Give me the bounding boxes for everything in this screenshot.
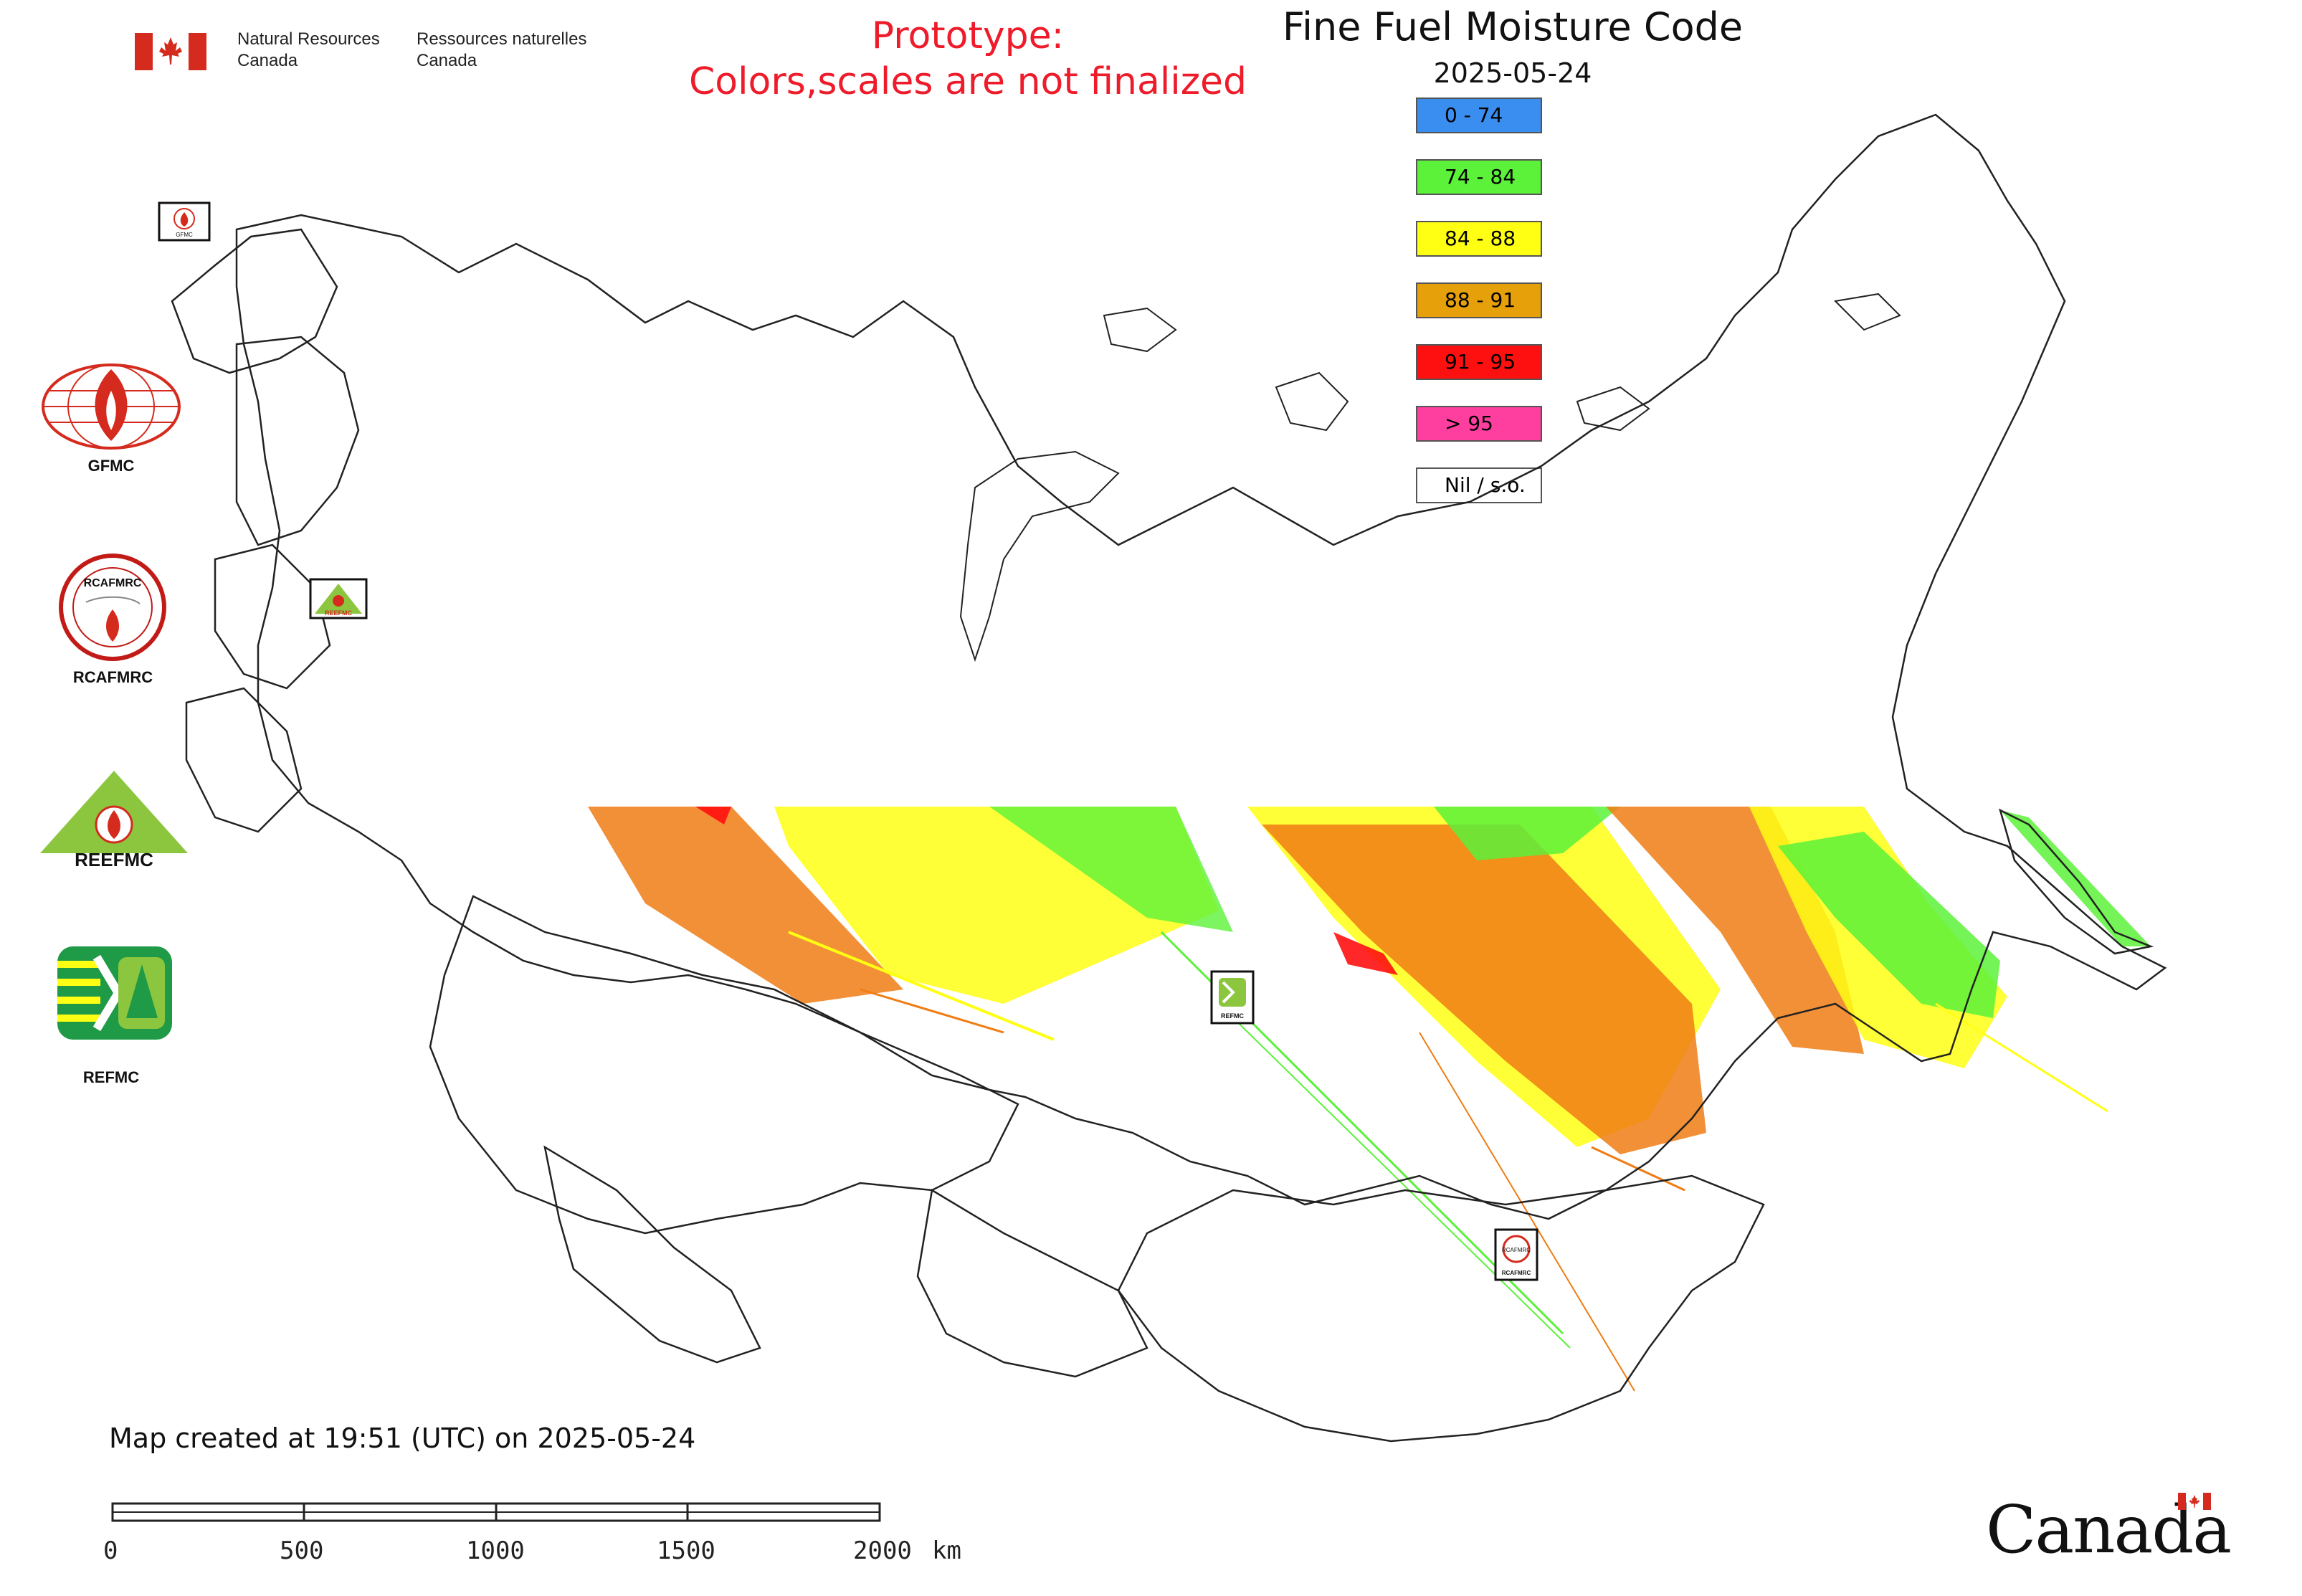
canada-wordmark: Canada: [1986, 1491, 2232, 1570]
agency-en-line1: Natural Resources: [237, 29, 380, 49]
raster-band-central-green: [1434, 807, 1620, 860]
raster-band-central-orange: [1262, 825, 1706, 1154]
legend-label: 91 - 95: [1445, 350, 1516, 374]
agency-name-fr: Ressources naturelles Canada: [417, 29, 603, 72]
scale-tick-1500: 1500: [657, 1536, 715, 1565]
russia-outline: [235, 113, 2167, 1220]
map-created-note: Map created at 19:51 (UTC) on 2025-05-24: [109, 1422, 696, 1454]
agency-name-en: Natural Resources Canada: [237, 29, 402, 72]
scale-unit: km: [932, 1536, 961, 1565]
legend-item-over-95: > 95: [1416, 406, 1542, 442]
marker-rcafmrc-badge: RCAFMRC: [1502, 1247, 1531, 1253]
rcafmrc-logo-icon: RCAFMRC: [59, 554, 166, 661]
raster-band-east-green: [1778, 832, 2000, 1018]
canada-flag-icon: [135, 33, 206, 70]
scale-tick-2000: 2000: [853, 1536, 912, 1565]
marker-rcafmrc-label: RCAFMRC: [1502, 1270, 1531, 1276]
legend-label: 88 - 91: [1445, 288, 1516, 312]
marker-rcafmrc: RCAFMRC RCAFMRC: [1494, 1228, 1538, 1281]
marker-reefmc: REEFMC: [309, 578, 368, 619]
raster-band-red-spot-west: [695, 807, 731, 825]
reefmc-logo-text: REEFMC: [75, 849, 153, 868]
rcafmrc-logo-label: RCAFMRC: [72, 668, 153, 686]
legend-label: 0 - 74: [1445, 103, 1503, 127]
refmc-logo-label: REFMC: [82, 1068, 140, 1086]
nrcan-signature: Natural Resources Canada Ressources natu…: [135, 29, 622, 79]
country-boundaries: [171, 113, 2167, 1443]
scale-tick-0: 0: [103, 1536, 118, 1565]
gfmc-logo-icon: [42, 364, 181, 450]
prototype-line2: Colors,scales are not finalized: [688, 60, 1247, 103]
marker-gfmc: GFMC: [158, 201, 211, 242]
reefmc-logo-icon: REEFMC: [40, 771, 188, 868]
refmc-logo-icon: [57, 946, 172, 1040]
legend-item-84-88: 84 - 88: [1416, 221, 1542, 257]
marker-refmc-label: REFMC: [1221, 1012, 1244, 1020]
agency-fr-line2: Canada: [417, 51, 477, 70]
scale-bar: 0 500 1000 1500 2000 km: [103, 1502, 968, 1567]
europe-countries: [185, 336, 360, 833]
prototype-notice: Prototype: Colors,scales are not finaliz…: [667, 13, 1269, 105]
marker-reefmc-label: REEFMC: [325, 609, 353, 617]
legend-label: Nil / s.o.: [1445, 473, 1526, 497]
agency-en-line2: Canada: [237, 51, 298, 70]
canada-wordmark-flag-icon: [2178, 1493, 2211, 1510]
gfmc-logo-label: GFMC: [87, 457, 135, 475]
legend-item-0-74: 0 - 74: [1416, 98, 1542, 133]
legend-label: 84 - 88: [1445, 227, 1516, 250]
novaya-zemlya: [959, 450, 1120, 662]
china-border-west: [916, 1188, 1148, 1378]
raster-band-west-green: [989, 807, 1233, 932]
sakhalin-outline: [1999, 808, 2154, 955]
legend-label: 74 - 84: [1445, 165, 1516, 189]
map-title: Fine Fuel Moisture Code: [1282, 4, 1744, 49]
legend-item-nil: Nil / s.o.: [1416, 467, 1542, 503]
arctic-islands: [959, 293, 1901, 662]
central-asia-outline: [543, 1145, 761, 1364]
agency-fr-line1: Ressources naturelles: [417, 29, 587, 49]
legend-item-91-95: 91 - 95: [1416, 344, 1542, 380]
marker-gfmc-label: GFMC: [176, 232, 193, 238]
raster-band-red-spot: [1333, 932, 1398, 975]
ffmc-raster: [588, 807, 2151, 1392]
kazakhstan-outline: [429, 895, 1019, 1235]
marker-refmc: REFMC: [1210, 970, 1255, 1025]
scale-tick-1000: 1000: [466, 1536, 525, 1565]
svalbard-franz-josef: [1103, 307, 1177, 353]
wrangel-island: [1833, 293, 1901, 331]
severnaya-zemlya: [1275, 371, 1349, 432]
canada-wordmark-text: Canada: [1986, 1491, 2232, 1568]
scandinavia-outline: [171, 228, 338, 374]
legend-label: > 95: [1445, 412, 1493, 435]
map-date: 2025-05-24: [1433, 57, 1592, 89]
scale-bar-graphic: [111, 1502, 881, 1522]
raster-band-west-orange: [588, 807, 903, 1004]
prototype-line1: Prototype:: [871, 14, 1065, 57]
mongolia-outline: [1117, 1174, 1765, 1443]
scale-tick-500: 500: [280, 1536, 324, 1565]
new-siberian-islands: [1576, 386, 1650, 432]
rcafmrc-logo-text: RCAFMRC: [84, 577, 142, 589]
legend-item-88-91: 88 - 91: [1416, 282, 1542, 318]
legend-item-74-84: 74 - 84: [1416, 159, 1542, 195]
